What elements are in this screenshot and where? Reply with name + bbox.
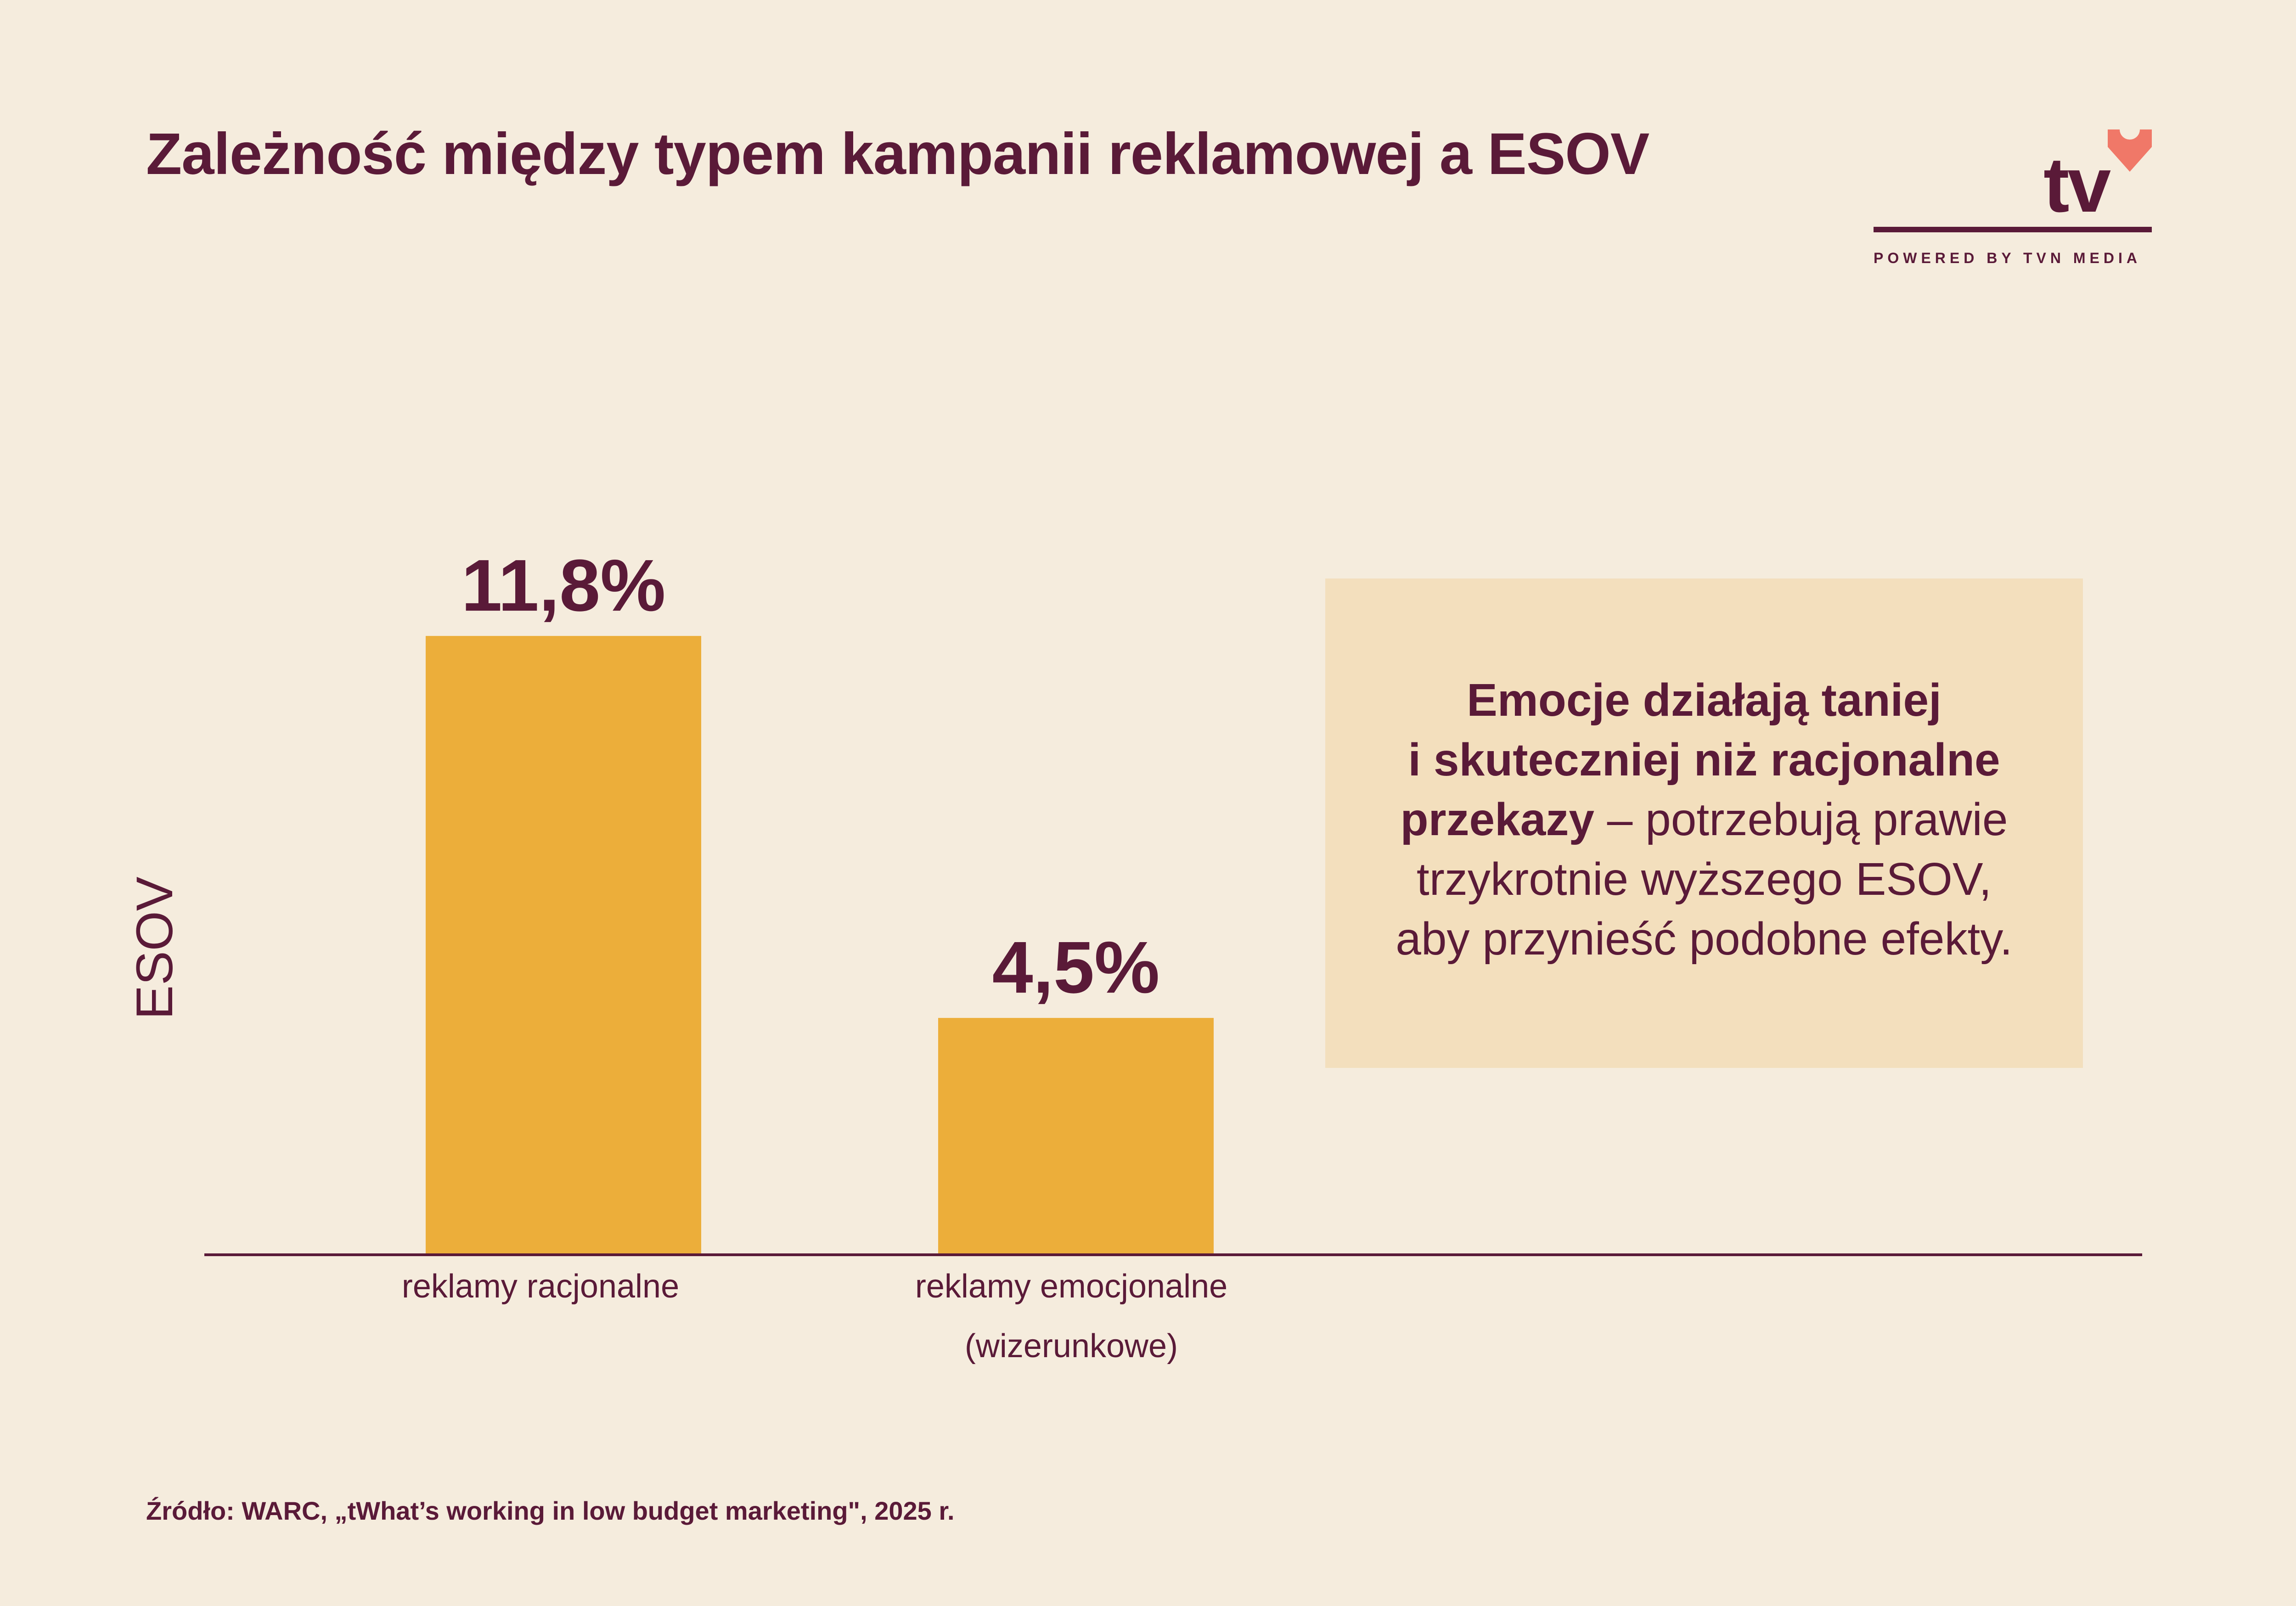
callout-bold-line2: i skuteczniej niż racjonalne [1408,734,2000,786]
callout-line4: trzykrotnie wyższego ESOV, [1416,854,1992,905]
logo-tagline: POWERED BY TVN MEDIA [1874,250,2141,266]
bar-value-label-1: 11,8% [461,544,666,626]
x-tick-label-2-line-2: (wizerunkowe) [965,1328,1178,1365]
logo-text: tv [2043,141,2111,229]
callout-bold-line3: przekazy [1400,794,1594,845]
callout-line5: aby przynieść podobne efekty. [1396,913,2013,965]
bar-value-label-2: 4,5% [992,926,1160,1008]
source-note: Źródło: WARC, „tWhat’s working in low bu… [146,1496,955,1525]
bar-2 [938,1018,1214,1253]
y-axis-label: ESOV [126,876,183,1020]
chart-title: Zależność między typem kampanii reklamow… [146,121,1649,187]
logo-underline [1874,227,2152,232]
callout-bold-line1: Emocje działają taniej [1467,674,1941,726]
x-tick-label-1-line-1: reklamy racjonalne [402,1268,679,1305]
tv-logo: tv POWERED BY TVN MEDIA [1874,129,2152,276]
x-tick-label-2-line-1: reklamy emocjonalne [915,1268,1227,1305]
callout-line3-rest: – potrzebują prawie [1594,794,2008,845]
heart-icon [2108,129,2152,172]
callout-box: Emocje działają taniej i skuteczniej niż… [1325,578,2083,1068]
bar-1 [426,636,701,1253]
